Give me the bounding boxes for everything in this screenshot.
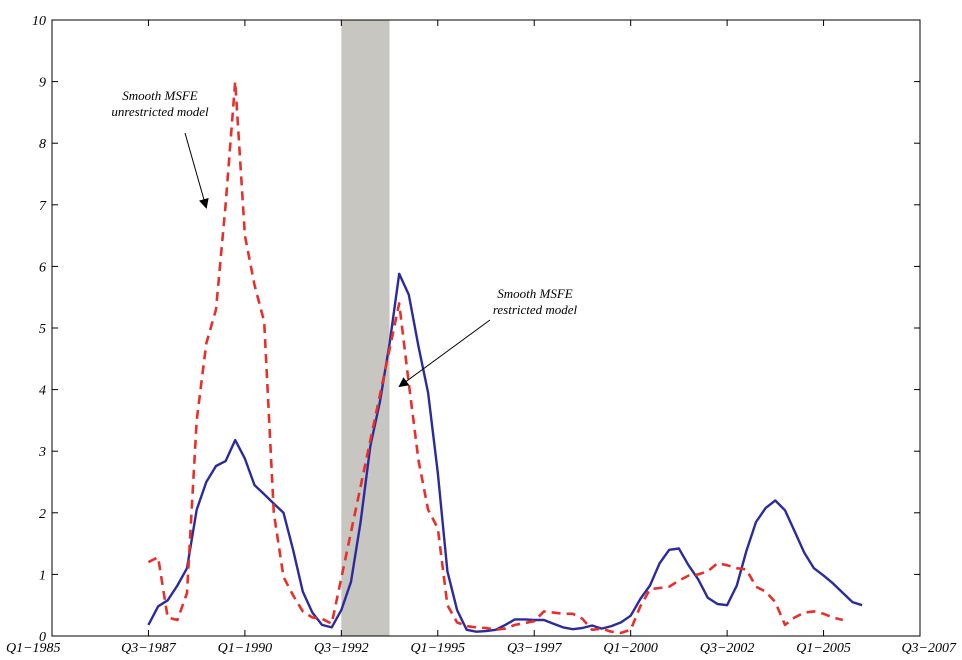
plot-background	[52, 20, 920, 636]
annotation-arrow	[184, 132, 209, 209]
y-tick-label: 2	[39, 507, 46, 522]
series-line-solid	[147, 272, 863, 633]
x-tick-label: Q1−1985	[6, 641, 61, 656]
annotation-line: unrestricted model	[111, 104, 209, 119]
x-tick-label: Q3−2002	[700, 641, 755, 656]
y-tick-label: 8	[39, 137, 46, 152]
y-tick-label: 3	[38, 445, 46, 460]
x-tick-label: Q3−1987	[121, 641, 177, 656]
annotation-restricted: Smooth MSFE restricted model	[398, 286, 578, 388]
annotation-line: Smooth MSFE	[497, 286, 573, 301]
x-tick-label: Q1−1990	[218, 641, 273, 656]
x-tick-label: Q3−1997	[507, 641, 563, 656]
series-layer	[147, 80, 863, 635]
annotation-unrestricted: Smooth MSFE unrestricted model	[111, 88, 209, 209]
series-line-dashed	[147, 80, 844, 635]
annotation-line: Smooth MSFE	[122, 88, 198, 103]
y-tick-label: 0	[39, 630, 46, 645]
annotation-text: Smooth MSFE unrestricted model	[111, 88, 209, 119]
plot-area	[52, 20, 920, 636]
y-tick-label: 5	[39, 322, 46, 337]
annotation-text: Smooth MSFE restricted model	[493, 286, 578, 317]
x-tick-label: Q3−2007	[901, 641, 957, 656]
y-axis-ticks: 0 1 2 3 4 5 6 7 8 9 10	[32, 14, 920, 645]
shaded-region-layer	[341, 20, 390, 636]
x-tick-label: Q3−1992	[314, 641, 369, 656]
y-tick-label: 4	[39, 384, 46, 399]
y-tick-label: 1	[39, 568, 46, 583]
shaded-region	[341, 20, 390, 636]
x-tick-label: Q1−1995	[410, 641, 465, 656]
y-tick-label: 10	[32, 14, 46, 29]
y-tick-label: 7	[39, 199, 47, 214]
annotation-line: restricted model	[493, 302, 578, 317]
x-axis-ticks: Q1−1985 Q3−1987 Q1−1990 Q3−1992 Q1−1995 Q3−19…	[6, 20, 957, 656]
annotation-arrow	[398, 319, 491, 388]
x-tick-label: Q1−2000	[603, 641, 658, 656]
y-tick-label: 9	[39, 76, 46, 91]
y-tick-label: 6	[39, 260, 46, 275]
x-tick-label: Q1−2005	[796, 641, 851, 656]
